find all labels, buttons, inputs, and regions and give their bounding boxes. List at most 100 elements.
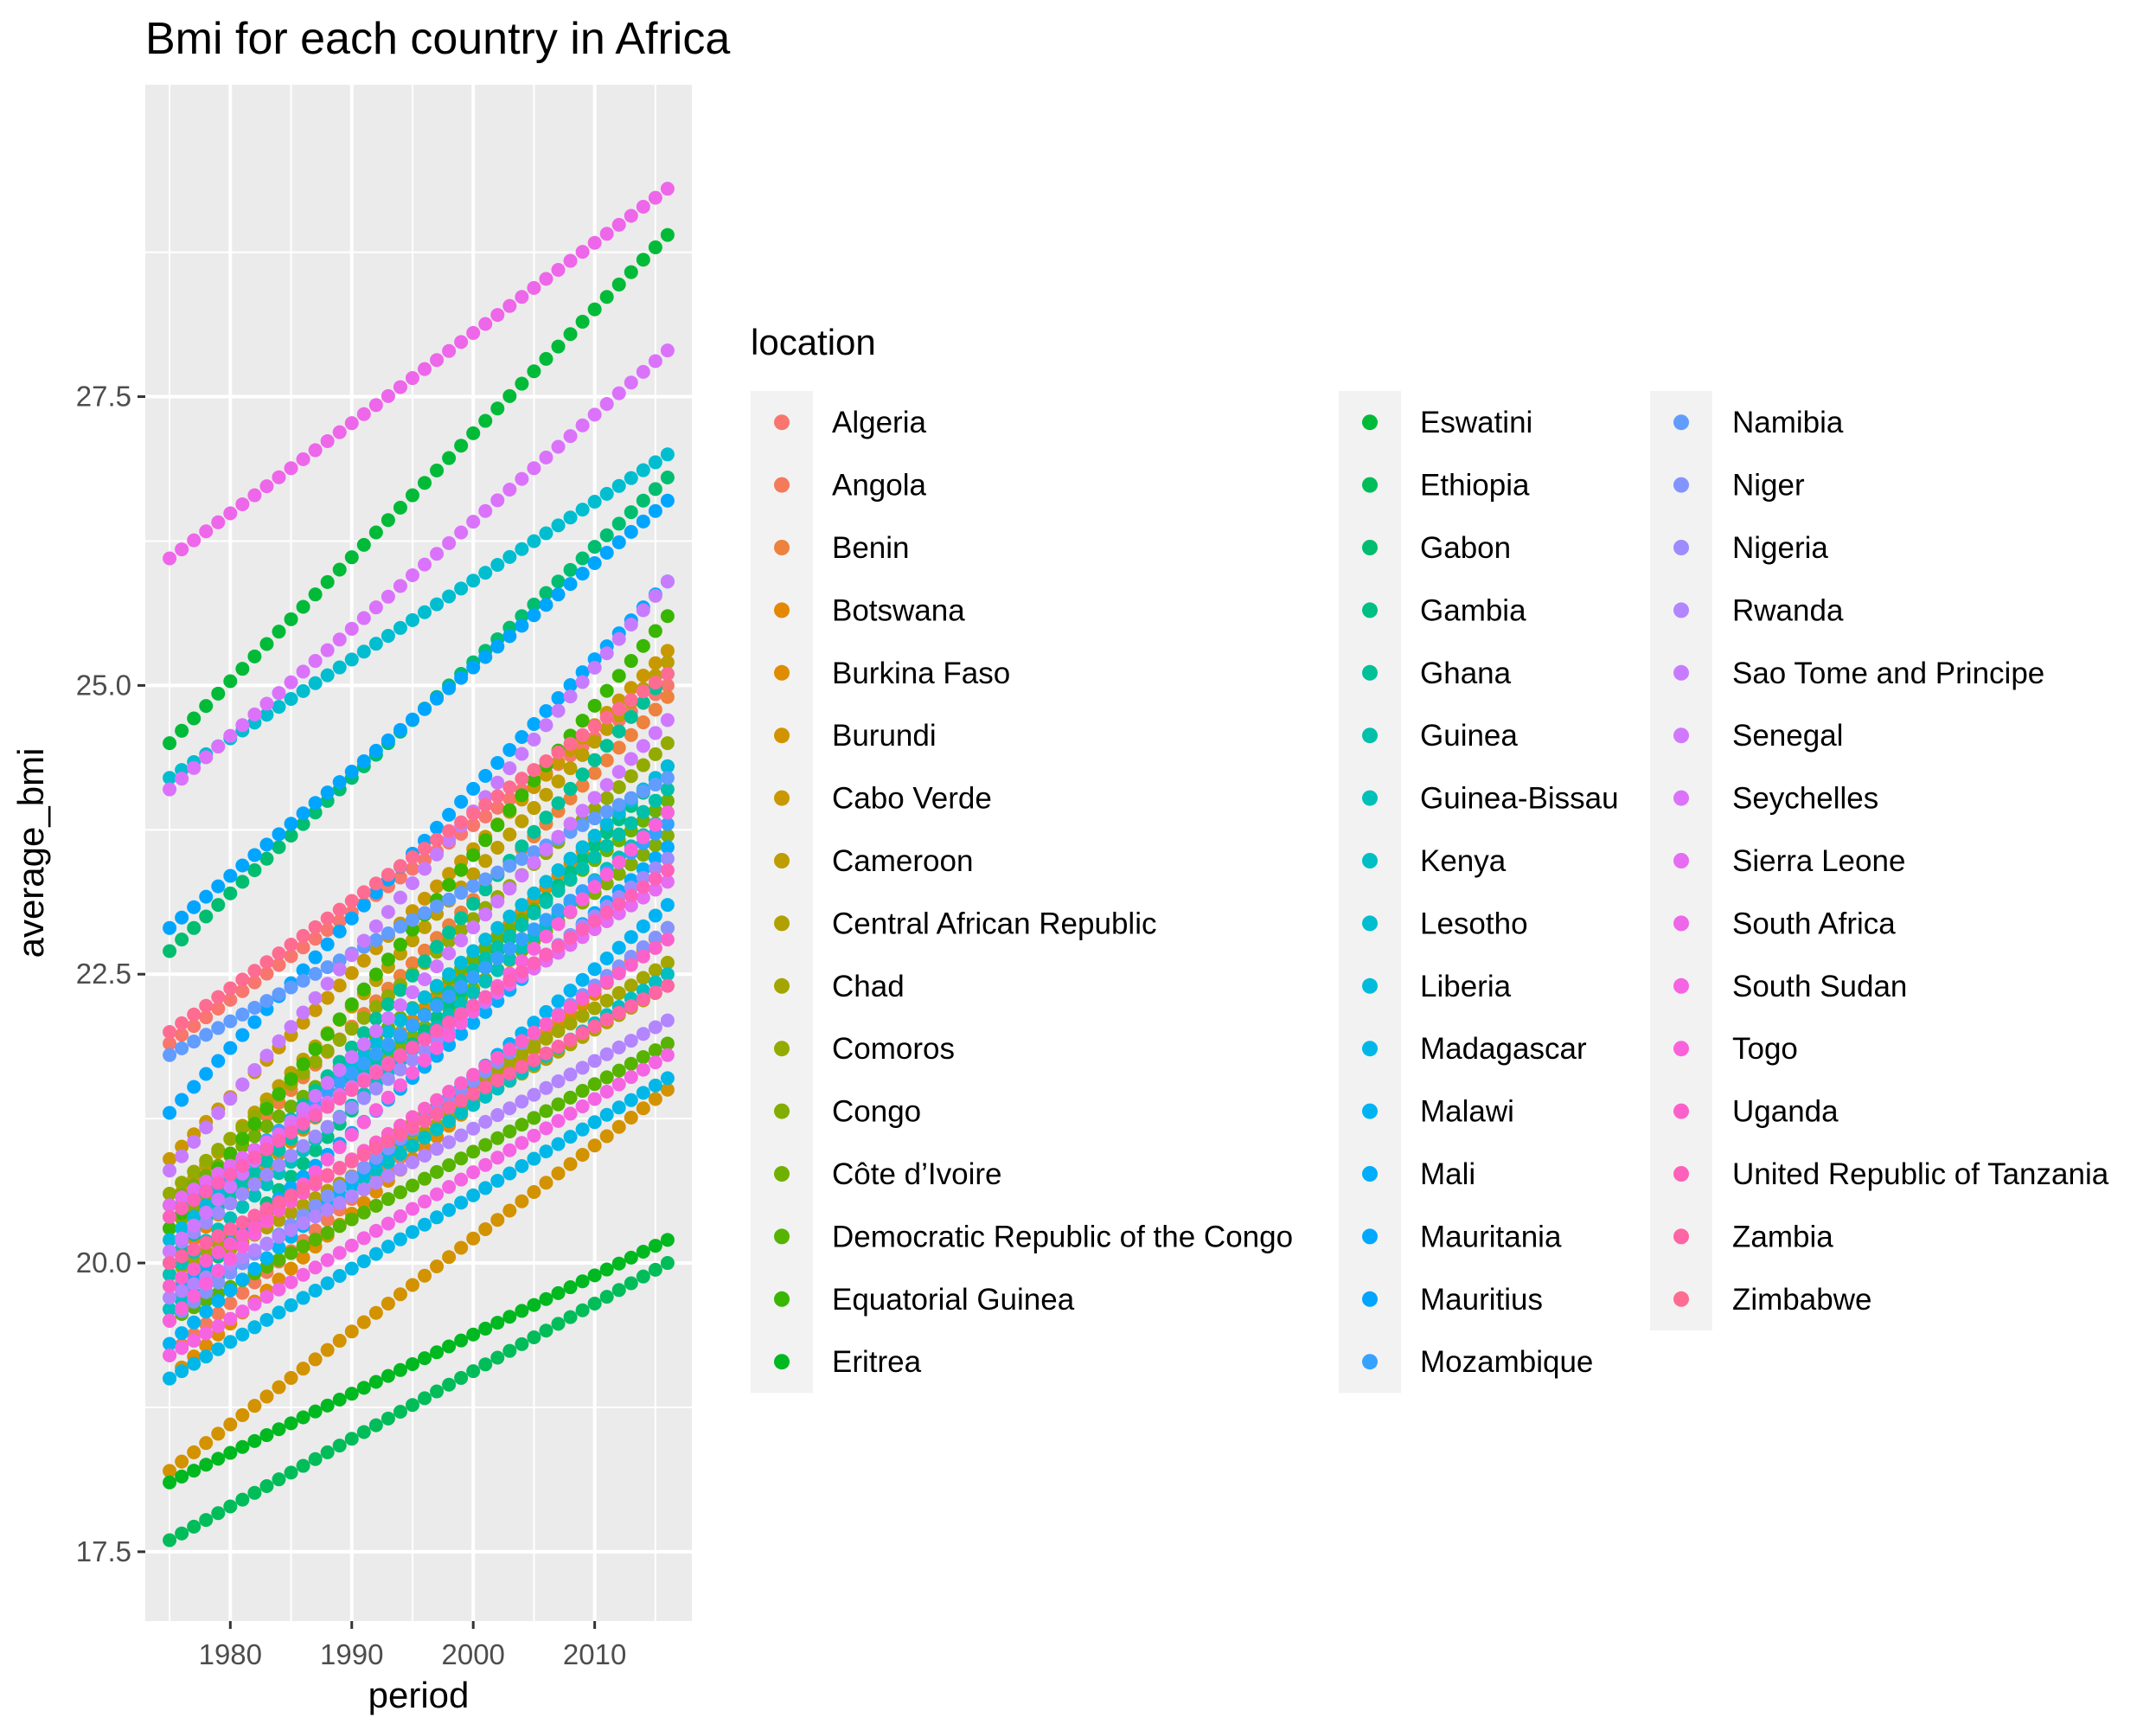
legend-key: [1362, 790, 1378, 806]
data-point: [405, 850, 419, 865]
data-point: [599, 951, 614, 965]
data-point: [235, 1239, 250, 1253]
data-point: [587, 791, 602, 805]
data-point: [490, 939, 505, 954]
data-point: [527, 941, 541, 956]
legend-label: Burundi: [832, 719, 937, 753]
data-point: [599, 397, 614, 412]
data-point: [648, 861, 662, 875]
data-point: [356, 1091, 371, 1106]
data-point: [611, 1077, 626, 1092]
data-point: [344, 1170, 359, 1184]
data-point: [442, 681, 457, 695]
data-point: [575, 1303, 590, 1317]
data-point: [284, 1125, 298, 1139]
data-point: [515, 772, 529, 786]
data-point: [187, 1218, 202, 1233]
data-point: [163, 1533, 177, 1548]
data-point: [660, 343, 675, 358]
data-point: [296, 452, 310, 466]
data-point: [430, 1122, 445, 1137]
data-point: [442, 824, 457, 838]
data-point: [284, 612, 298, 626]
data-point: [199, 1326, 214, 1341]
data-point: [175, 1469, 189, 1484]
data-point: [284, 1148, 298, 1163]
data-point: [187, 1035, 202, 1049]
data-point: [442, 589, 457, 604]
data-point: [599, 838, 614, 853]
data-point: [430, 978, 445, 993]
data-point: [527, 886, 541, 900]
data-point: [430, 820, 445, 835]
series-points: [163, 1071, 675, 1386]
series-points: [163, 1256, 675, 1548]
data-point: [599, 1107, 614, 1122]
data-point: [187, 1289, 202, 1304]
data-point: [418, 920, 432, 934]
data-point: [490, 308, 505, 323]
data-point: [611, 897, 626, 912]
data-point: [611, 1040, 626, 1054]
data-point: [187, 1445, 202, 1459]
data-point: [211, 1264, 226, 1279]
data-point: [223, 1283, 238, 1298]
data-point: [344, 652, 359, 667]
data-point: [648, 726, 662, 740]
data-point: [332, 902, 347, 917]
data-point: [611, 277, 626, 292]
data-point: [430, 547, 445, 561]
chart-title: Bmi for each country in Africa: [145, 14, 730, 64]
data-point: [430, 959, 445, 974]
data-point: [466, 325, 481, 340]
data-point: [490, 817, 505, 832]
data-point: [320, 1043, 335, 1058]
data-point: [211, 879, 226, 894]
data-point: [368, 1141, 383, 1156]
data-point: [490, 963, 505, 977]
data-point: [296, 1410, 310, 1425]
data-point: [344, 1387, 359, 1401]
data-point: [442, 1114, 457, 1129]
data-point: [442, 967, 457, 982]
data-point: [587, 849, 602, 864]
data-point: [660, 920, 675, 935]
data-point: [539, 843, 553, 857]
data-point: [454, 1333, 469, 1348]
data-point: [624, 681, 638, 695]
data-point: [332, 1195, 347, 1210]
data-point: [199, 1205, 214, 1220]
data-point: [575, 1274, 590, 1289]
data-point: [235, 1492, 250, 1507]
legend-key: [774, 602, 790, 618]
data-point: [163, 1313, 177, 1328]
data-point: [454, 1128, 469, 1143]
data-point: [356, 537, 371, 552]
data-point: [259, 1389, 274, 1404]
data-point: [381, 589, 395, 604]
data-point: [442, 807, 457, 822]
data-point: [575, 665, 590, 680]
data-point: [272, 1272, 286, 1287]
data-point: [405, 1178, 419, 1193]
data-point: [175, 1139, 189, 1154]
data-point: [599, 1085, 614, 1099]
data-point: [163, 1279, 177, 1293]
data-point: [308, 1198, 323, 1213]
data-point: [599, 1070, 614, 1085]
data-point: [624, 978, 638, 993]
data-point: [247, 1015, 262, 1029]
data-point: [466, 426, 481, 440]
data-point: [648, 1020, 662, 1035]
data-point: [515, 898, 529, 913]
data-point: [272, 1034, 286, 1048]
data-point: [247, 1243, 262, 1258]
data-point: [575, 861, 590, 875]
data-point: [454, 911, 469, 926]
data-point: [199, 1215, 214, 1230]
data-point: [187, 1193, 202, 1208]
data-point: [563, 689, 578, 704]
legend-key: [774, 477, 790, 493]
data-point: [660, 782, 675, 797]
data-point: [454, 1027, 469, 1041]
